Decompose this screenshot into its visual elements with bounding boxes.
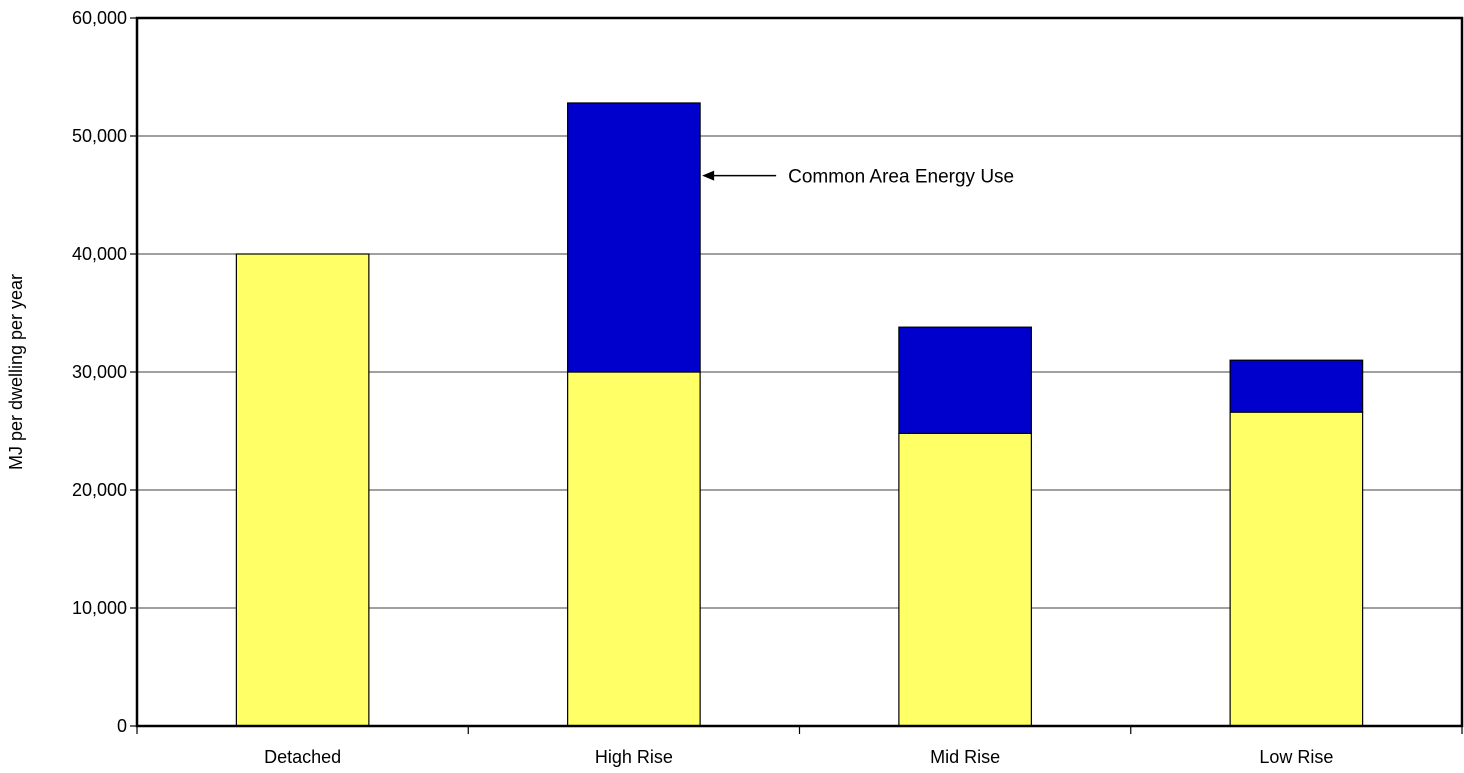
bar-segment xyxy=(567,102,701,373)
annotation-arrowhead xyxy=(702,170,715,181)
bar-segment xyxy=(898,432,1032,727)
x-tick-label: Low Rise xyxy=(1259,747,1333,767)
y-tick-label: 60,000 xyxy=(72,8,127,28)
x-tick-label: Mid Rise xyxy=(930,747,1000,767)
bars xyxy=(235,102,1364,727)
bar-segment xyxy=(1229,359,1364,413)
bar-segment xyxy=(898,326,1032,434)
y-tick-label: 0 xyxy=(117,716,127,736)
y-tick-label: 10,000 xyxy=(72,598,127,618)
x-tick-label: High Rise xyxy=(595,747,673,767)
y-tick-label: 20,000 xyxy=(72,480,127,500)
axes: 0 10,000 20,000 30,000 40,000 50,000 60,000 Det… xyxy=(72,8,1464,767)
annotation-label: Common Area Energy Use xyxy=(788,167,1014,188)
x-tick-label: Detached xyxy=(264,747,341,767)
y-tick-label: 50,000 xyxy=(72,126,127,146)
bar-segment xyxy=(235,253,370,727)
bar-segment xyxy=(567,371,701,727)
y-tick-label: 30,000 xyxy=(72,362,127,382)
annotation: Common Area Energy Use xyxy=(702,167,1014,188)
y-axis-label: MJ per dwelling per year xyxy=(6,274,26,470)
bar-segment xyxy=(1229,411,1364,727)
y-tick-label: 40,000 xyxy=(72,244,127,264)
